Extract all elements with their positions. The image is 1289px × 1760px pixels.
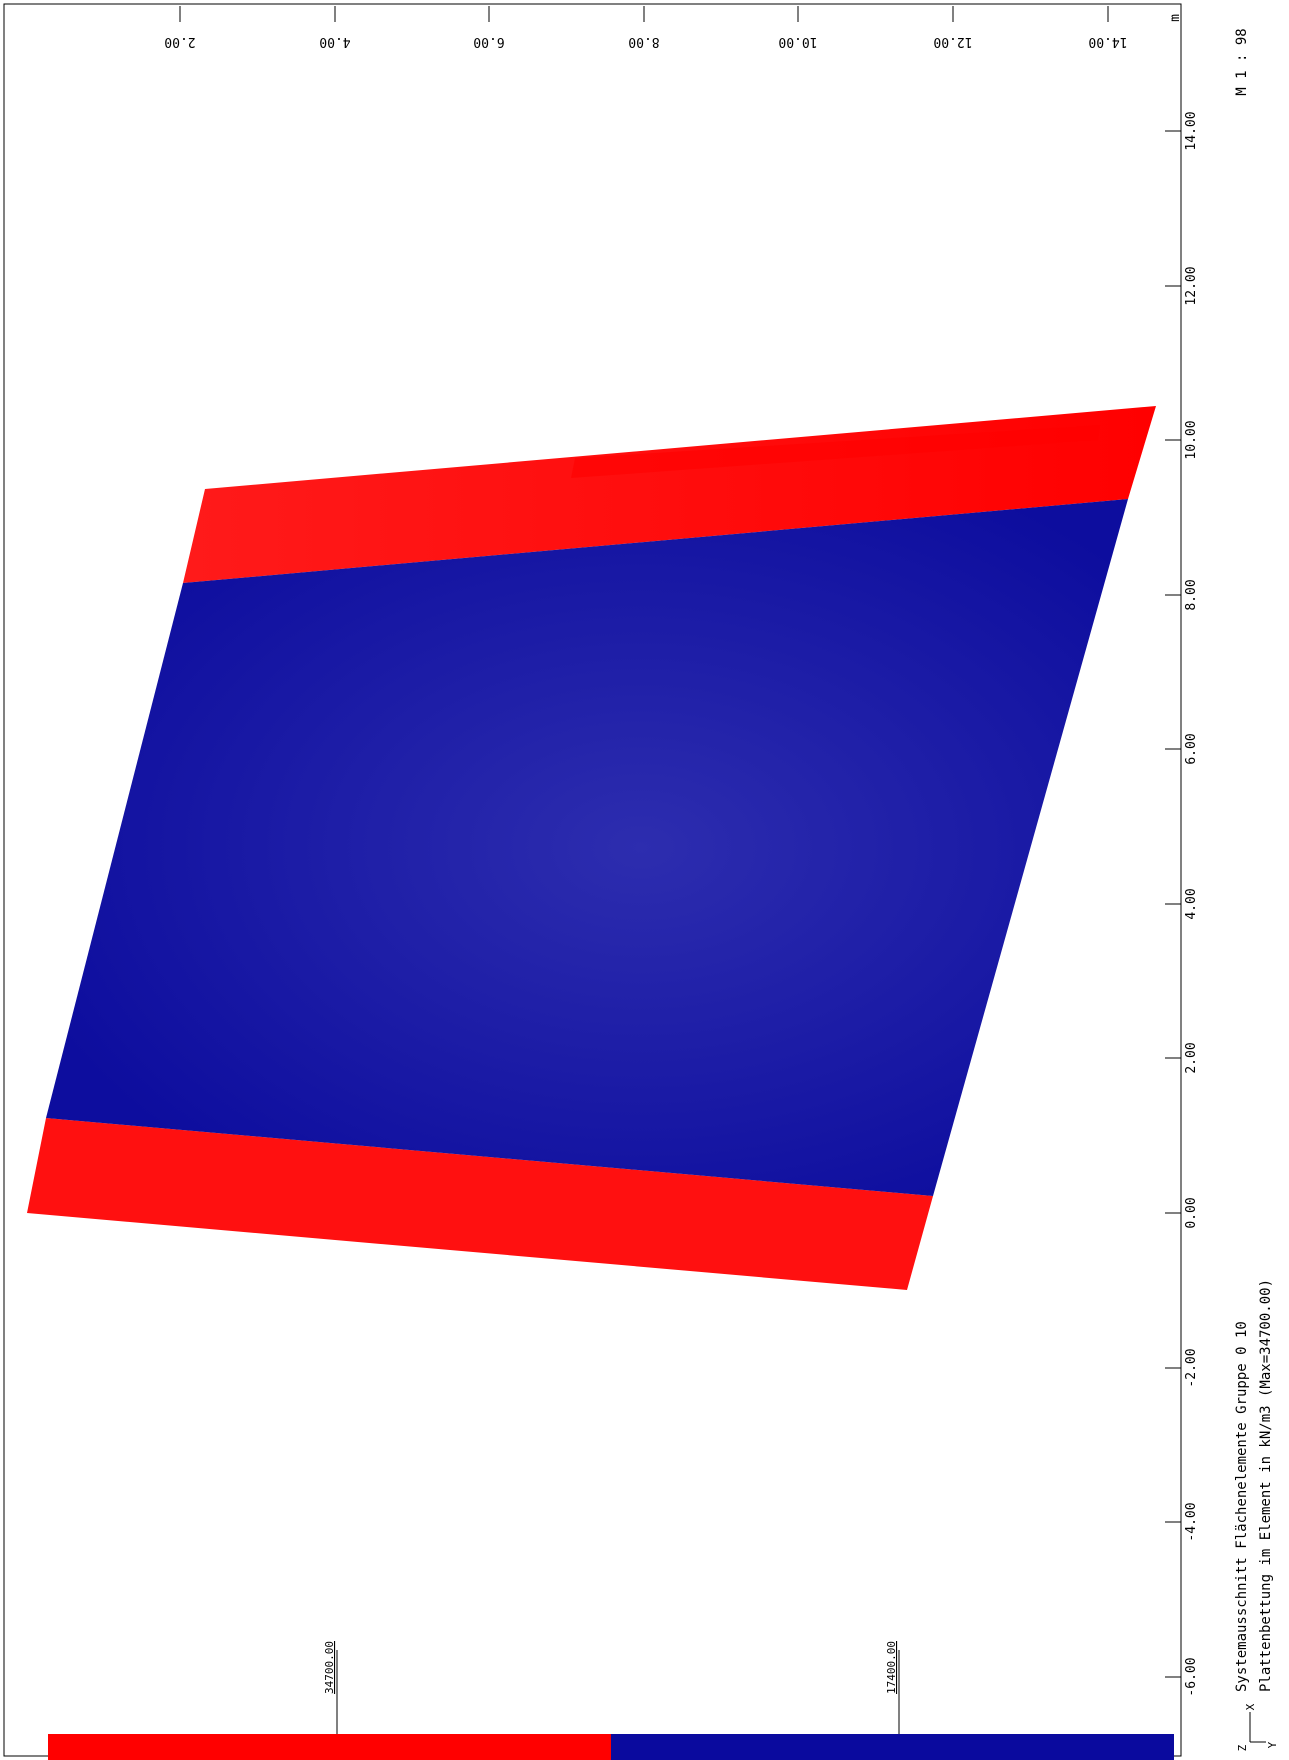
right-tick-2: 2.00 (1184, 1042, 1199, 1073)
scale-label: M 1 : 98 (1234, 28, 1250, 95)
legend-low-label: 17400.00 (885, 1641, 898, 1694)
right-tick-minus-4: -4.00 (1184, 1502, 1199, 1541)
right-tick-minus-6: -6.00 (1184, 1657, 1199, 1696)
edge-zone-top-darker (571, 425, 1100, 478)
top-tick-8: 8.00 (628, 34, 659, 49)
top-tick-4: 4.00 (319, 34, 350, 49)
unit-label: m (1168, 14, 1183, 22)
right-tick-14: 14.00 (1184, 111, 1199, 150)
right-tick-minus-2: -2.00 (1184, 1348, 1199, 1387)
top-tick-6: 6.00 (473, 34, 504, 49)
top-axis: 2.00 4.00 6.00 8.00 10.00 12.00 14.00 (164, 6, 1128, 49)
triad-z-label: Z (1236, 1744, 1249, 1751)
axis-triad: Z X Y (1236, 1703, 1279, 1751)
top-tick-10: 10.00 (778, 34, 817, 49)
legend: 34700.00 17400.00 (48, 1641, 1174, 1760)
slab-core (46, 499, 1128, 1196)
title-line-1: Systemausschnitt Flächenelemente Gruppe … (1234, 1321, 1250, 1692)
title-line-2: Plattenbettung im Element in kN/m3 (Max=… (1258, 1279, 1274, 1692)
right-tick-4: 4.00 (1184, 888, 1199, 919)
edge-zone-bottom (27, 1118, 933, 1290)
legend-high-label: 34700.00 (323, 1641, 336, 1694)
right-axis: 14.00 12.00 10.00 8.00 6.00 4.00 2.00 0.… (1165, 111, 1199, 1697)
top-tick-2: 2.00 (164, 34, 195, 49)
right-tick-8: 8.00 (1184, 579, 1199, 610)
legend-high-swatch (48, 1734, 611, 1760)
triad-x-label: X (1244, 1703, 1257, 1710)
top-tick-14: 14.00 (1088, 34, 1127, 49)
top-tick-12: 12.00 (933, 34, 972, 49)
right-tick-12: 12.00 (1184, 266, 1199, 305)
triad-y-label: Y (1266, 1741, 1279, 1748)
right-tick-10: 10.00 (1184, 420, 1199, 459)
right-tick-6: 6.00 (1184, 733, 1199, 764)
right-tick-0: 0.00 (1184, 1197, 1199, 1228)
legend-low-swatch (611, 1734, 1174, 1760)
